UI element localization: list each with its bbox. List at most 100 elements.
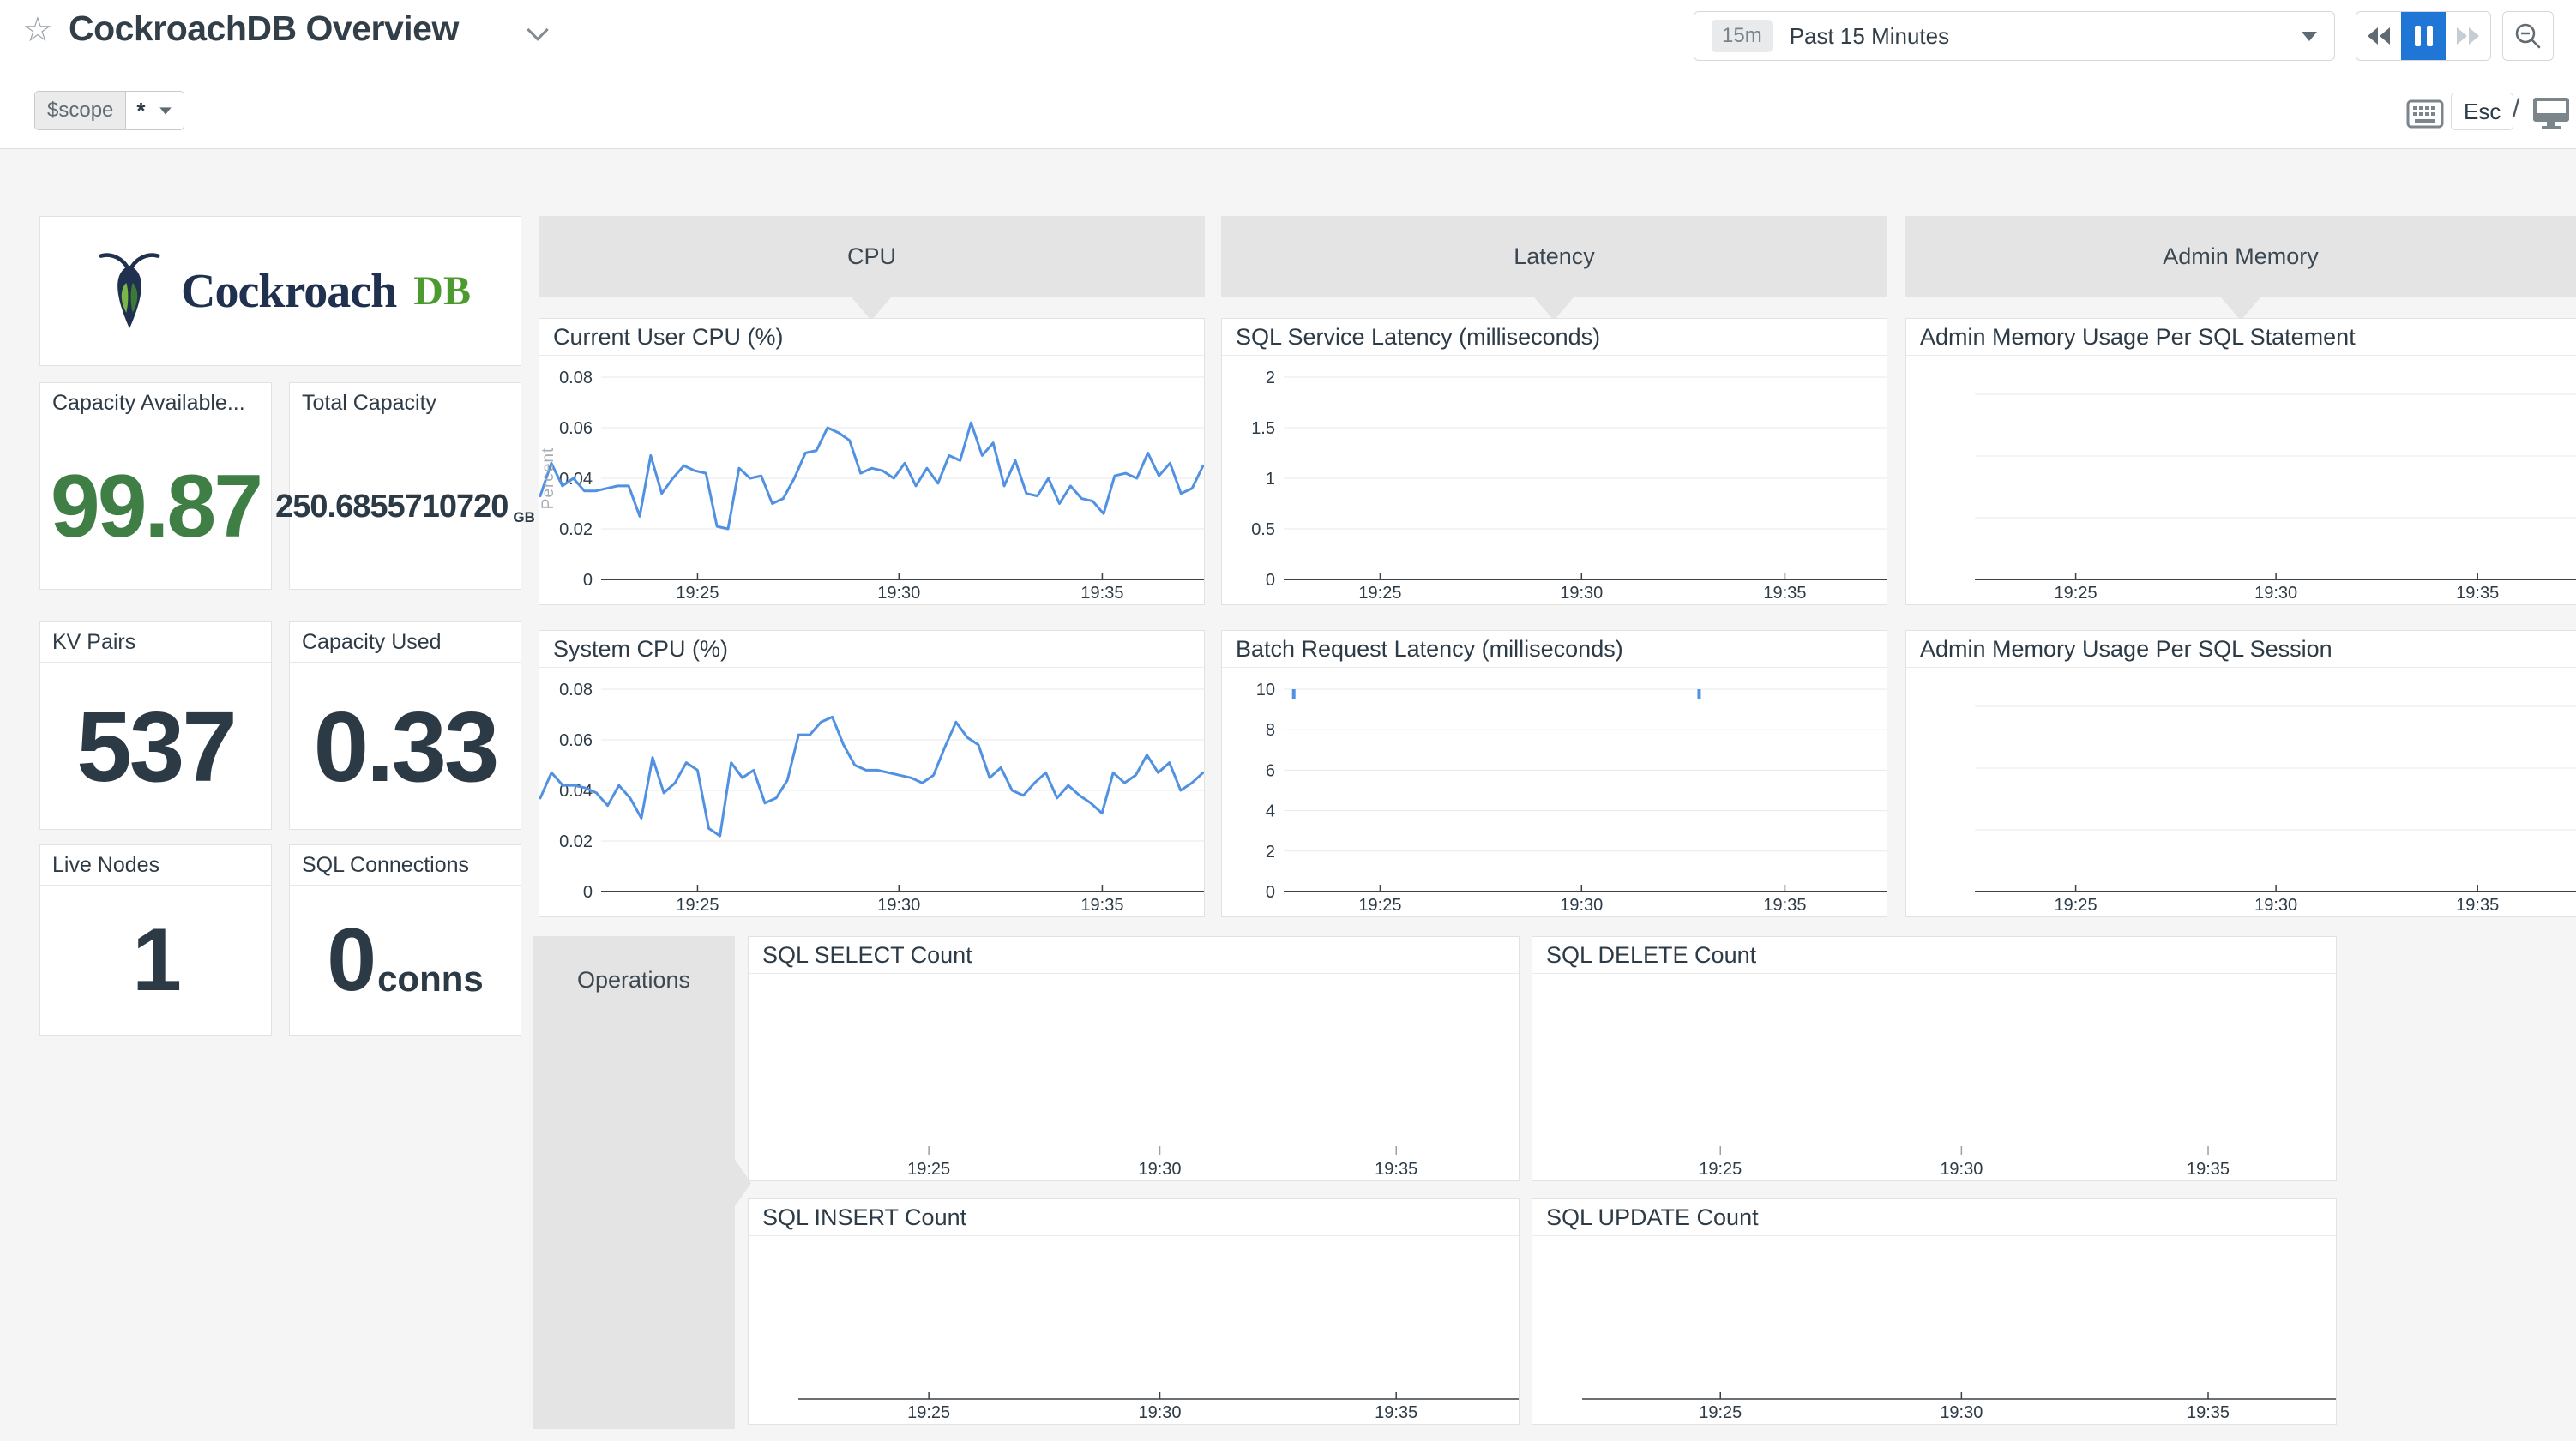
template-variable-scope[interactable]: $scope * [34, 91, 184, 130]
svg-text:0.5: 0.5 [1251, 520, 1275, 539]
logo-suffix: DB [413, 268, 471, 314]
stat-card-kv-pairs: KV Pairs 537 [39, 621, 272, 830]
page-title: CockroachDB Overview [69, 9, 459, 48]
tv-mode-icon[interactable] [2531, 96, 2571, 135]
svg-text:19:30: 19:30 [1139, 1160, 1182, 1179]
chart-card-batch-request-latency: Batch Request Latency (milliseconds) 10 8… [1221, 630, 1887, 917]
svg-text:0.02: 0.02 [559, 520, 593, 539]
svg-text:19:35: 19:35 [2456, 584, 2499, 603]
chart-card-sql-service-latency: SQL Service Latency (milliseconds) 2 1.5 1… [1221, 318, 1887, 605]
svg-text:6: 6 [1266, 761, 1275, 780]
svg-text:0.06: 0.06 [559, 731, 593, 750]
svg-text:19:30: 19:30 [1139, 1403, 1182, 1422]
svg-text:0: 0 [583, 571, 593, 590]
chart-title: Current User CPU (%) [539, 319, 1204, 356]
svg-text:19:30: 19:30 [1940, 1160, 1983, 1179]
chart-plot-sql-service-latency[interactable]: 2 1.5 1 0.5 0 19:25 19:30 19:35 [1222, 357, 1887, 604]
svg-text:10: 10 [1256, 681, 1275, 699]
favorite-star-icon[interactable]: ☆ [22, 11, 53, 49]
chart-card-admin-memory-session: Admin Memory Usage Per SQL Session 19:25… [1905, 630, 2576, 917]
time-pause-button[interactable] [2401, 12, 2446, 60]
top-header-bar: ☆ CockroachDB Overview $scope * 15m Past… [0, 0, 2576, 149]
time-range-label: Past 15 Minutes [1789, 22, 1950, 49]
svg-text:2: 2 [1266, 843, 1275, 862]
section-header-latency: Latency [1221, 216, 1887, 297]
section-notch [735, 1160, 751, 1206]
time-range-selector[interactable]: 15m Past 15 Minutes [1694, 11, 2335, 61]
svg-text:0: 0 [1266, 883, 1275, 902]
svg-text:0: 0 [1266, 571, 1275, 590]
section-header-operations: Operations [533, 936, 735, 1429]
svg-text:19:30: 19:30 [2254, 896, 2297, 915]
svg-text:19:35: 19:35 [1080, 896, 1123, 915]
svg-text:0.08: 0.08 [559, 681, 593, 699]
svg-text:19:30: 19:30 [1560, 896, 1603, 915]
stat-card-capacity-available: Capacity Available... 99.87 [39, 382, 272, 590]
rewind-icon [2368, 27, 2390, 45]
svg-text:19:30: 19:30 [2254, 584, 2297, 603]
svg-text:19:30: 19:30 [877, 584, 920, 603]
svg-text:0: 0 [583, 883, 593, 902]
chart-title: SQL SELECT Count [749, 937, 1519, 974]
chart-plot-sql-select-count[interactable]: 19:25 19:30 19:35 [749, 975, 1519, 1180]
svg-text:1: 1 [1266, 470, 1275, 489]
svg-text:0.02: 0.02 [559, 832, 593, 851]
keyboard-shortcuts-icon[interactable] [2406, 99, 2444, 133]
chart-title: SQL INSERT Count [749, 1199, 1519, 1236]
chevron-down-icon [159, 106, 172, 115]
chart-card-sql-select-count: SQL SELECT Count 19:25 19:30 19:35 [748, 936, 1520, 1181]
section-header-admin-memory: Admin Memory [1905, 216, 2576, 297]
svg-text:19:25: 19:25 [1699, 1403, 1742, 1422]
svg-text:19:35: 19:35 [1375, 1403, 1417, 1422]
svg-text:19:35: 19:35 [1763, 584, 1806, 603]
svg-text:19:25: 19:25 [1358, 584, 1401, 603]
title-chevron-down-icon[interactable] [527, 19, 549, 41]
chart-card-current-user-cpu: Current User CPU (%) 0.08 0.06 0.04 0.02 0 19… [539, 318, 1205, 605]
chart-title: SQL UPDATE Count [1532, 1199, 2336, 1236]
svg-text:19:25: 19:25 [2055, 584, 2098, 603]
svg-text:19:25: 19:25 [2055, 896, 2098, 915]
esc-button[interactable]: Esc [2451, 93, 2514, 130]
svg-text:1.5: 1.5 [1251, 419, 1275, 438]
chart-card-system-cpu: System CPU (%) 0.08 0.06 0.04 0.02 0 19:25 19:… [539, 630, 1205, 917]
template-variable-value: * [136, 97, 146, 123]
time-playback-controls [2356, 11, 2491, 61]
chart-title: Admin Memory Usage Per SQL Session [1906, 631, 2576, 668]
chart-plot-admin-memory-statement[interactable]: 19:25 19:30 19:35 [1906, 357, 2576, 604]
svg-text:19:30: 19:30 [1560, 584, 1603, 603]
section-header-cpu: CPU [539, 216, 1205, 297]
svg-text:19:35: 19:35 [2187, 1160, 2230, 1179]
chart-title: SQL Service Latency (milliseconds) [1222, 319, 1887, 356]
chart-card-sql-update-count: SQL UPDATE Count 19:25 19:30 19:35 [1532, 1198, 2337, 1425]
chart-plot-sql-update-count[interactable]: 19:25 19:30 19:35 [1532, 1237, 2336, 1424]
section-title: Latency [1514, 243, 1595, 269]
time-forward-button[interactable] [2446, 12, 2490, 60]
svg-text:4: 4 [1266, 802, 1275, 821]
stat-label: KV Pairs [40, 622, 271, 663]
svg-text:19:25: 19:25 [676, 584, 719, 603]
stat-value: 537 [76, 690, 238, 802]
svg-text:0.08: 0.08 [559, 369, 593, 387]
stat-card-sql-connections: SQL Connections 0 conns [289, 844, 521, 1036]
svg-text:19:35: 19:35 [2456, 896, 2499, 915]
chart-plot-sql-insert-count[interactable]: 19:25 19:30 19:35 [749, 1237, 1519, 1424]
chart-plot-system-cpu[interactable]: 0.08 0.06 0.04 0.02 0 19:25 19:30 19:35 [539, 669, 1204, 916]
time-rewind-button[interactable] [2356, 12, 2401, 60]
svg-text:19:25: 19:25 [676, 896, 719, 915]
chart-plot-admin-memory-session[interactable]: 19:25 19:30 19:35 [1906, 669, 2576, 916]
section-title: Admin Memory [2163, 243, 2319, 269]
svg-text:8: 8 [1266, 721, 1275, 740]
fast-forward-icon [2457, 27, 2479, 45]
slash-separator: / [2513, 94, 2520, 123]
magnifier-minus-icon [2515, 23, 2541, 49]
chart-plot-current-user-cpu[interactable]: 0.08 0.06 0.04 0.02 0 19:25 19:30 19:35 Percent [539, 357, 1204, 604]
chart-plot-sql-delete-count[interactable]: 19:25 19:30 19:35 [1532, 975, 2336, 1180]
stat-label: Capacity Available... [40, 383, 271, 423]
zoom-out-button[interactable] [2502, 11, 2554, 61]
chart-title: Batch Request Latency (milliseconds) [1222, 631, 1887, 668]
svg-text:2: 2 [1266, 369, 1275, 387]
section-title: Operations [576, 967, 691, 993]
chart-plot-batch-request-latency[interactable]: 10 8 6 4 2 0 19:25 19:30 19:35 [1222, 669, 1887, 916]
stat-unit: conns [377, 958, 484, 999]
stat-label: Live Nodes [40, 845, 271, 886]
